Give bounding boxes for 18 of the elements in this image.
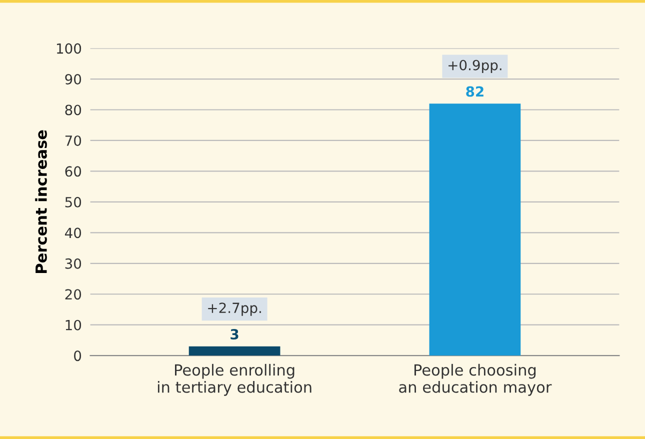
annotation: +0.9pp. [448,60,502,74]
y-tick-label: 20 [65,289,82,300]
y-tick-label: 10 [66,320,82,330]
annotation: +2.7pp. [208,302,261,316]
y-tick-label: 80 [65,104,82,116]
y-axis-title: Percent increase [35,130,47,273]
y-tick-label: 40 [64,228,82,238]
y-tick-label: 0 [74,350,82,362]
y-tick-label: 60 [65,166,82,177]
y-tick-label: 70 [65,135,82,146]
data-label: 3 [230,329,238,340]
x-tick-label: People enrolling in tertiary education [158,364,312,396]
x-tick-label: People choosing an education mayor [399,364,552,396]
y-tick-label: 90 [65,74,82,84]
y-tick-label: 30 [65,258,82,269]
y-tick-label: 100 [56,43,82,54]
y-tick-label: 50 [65,196,82,208]
data-label: 82 [466,86,484,97]
